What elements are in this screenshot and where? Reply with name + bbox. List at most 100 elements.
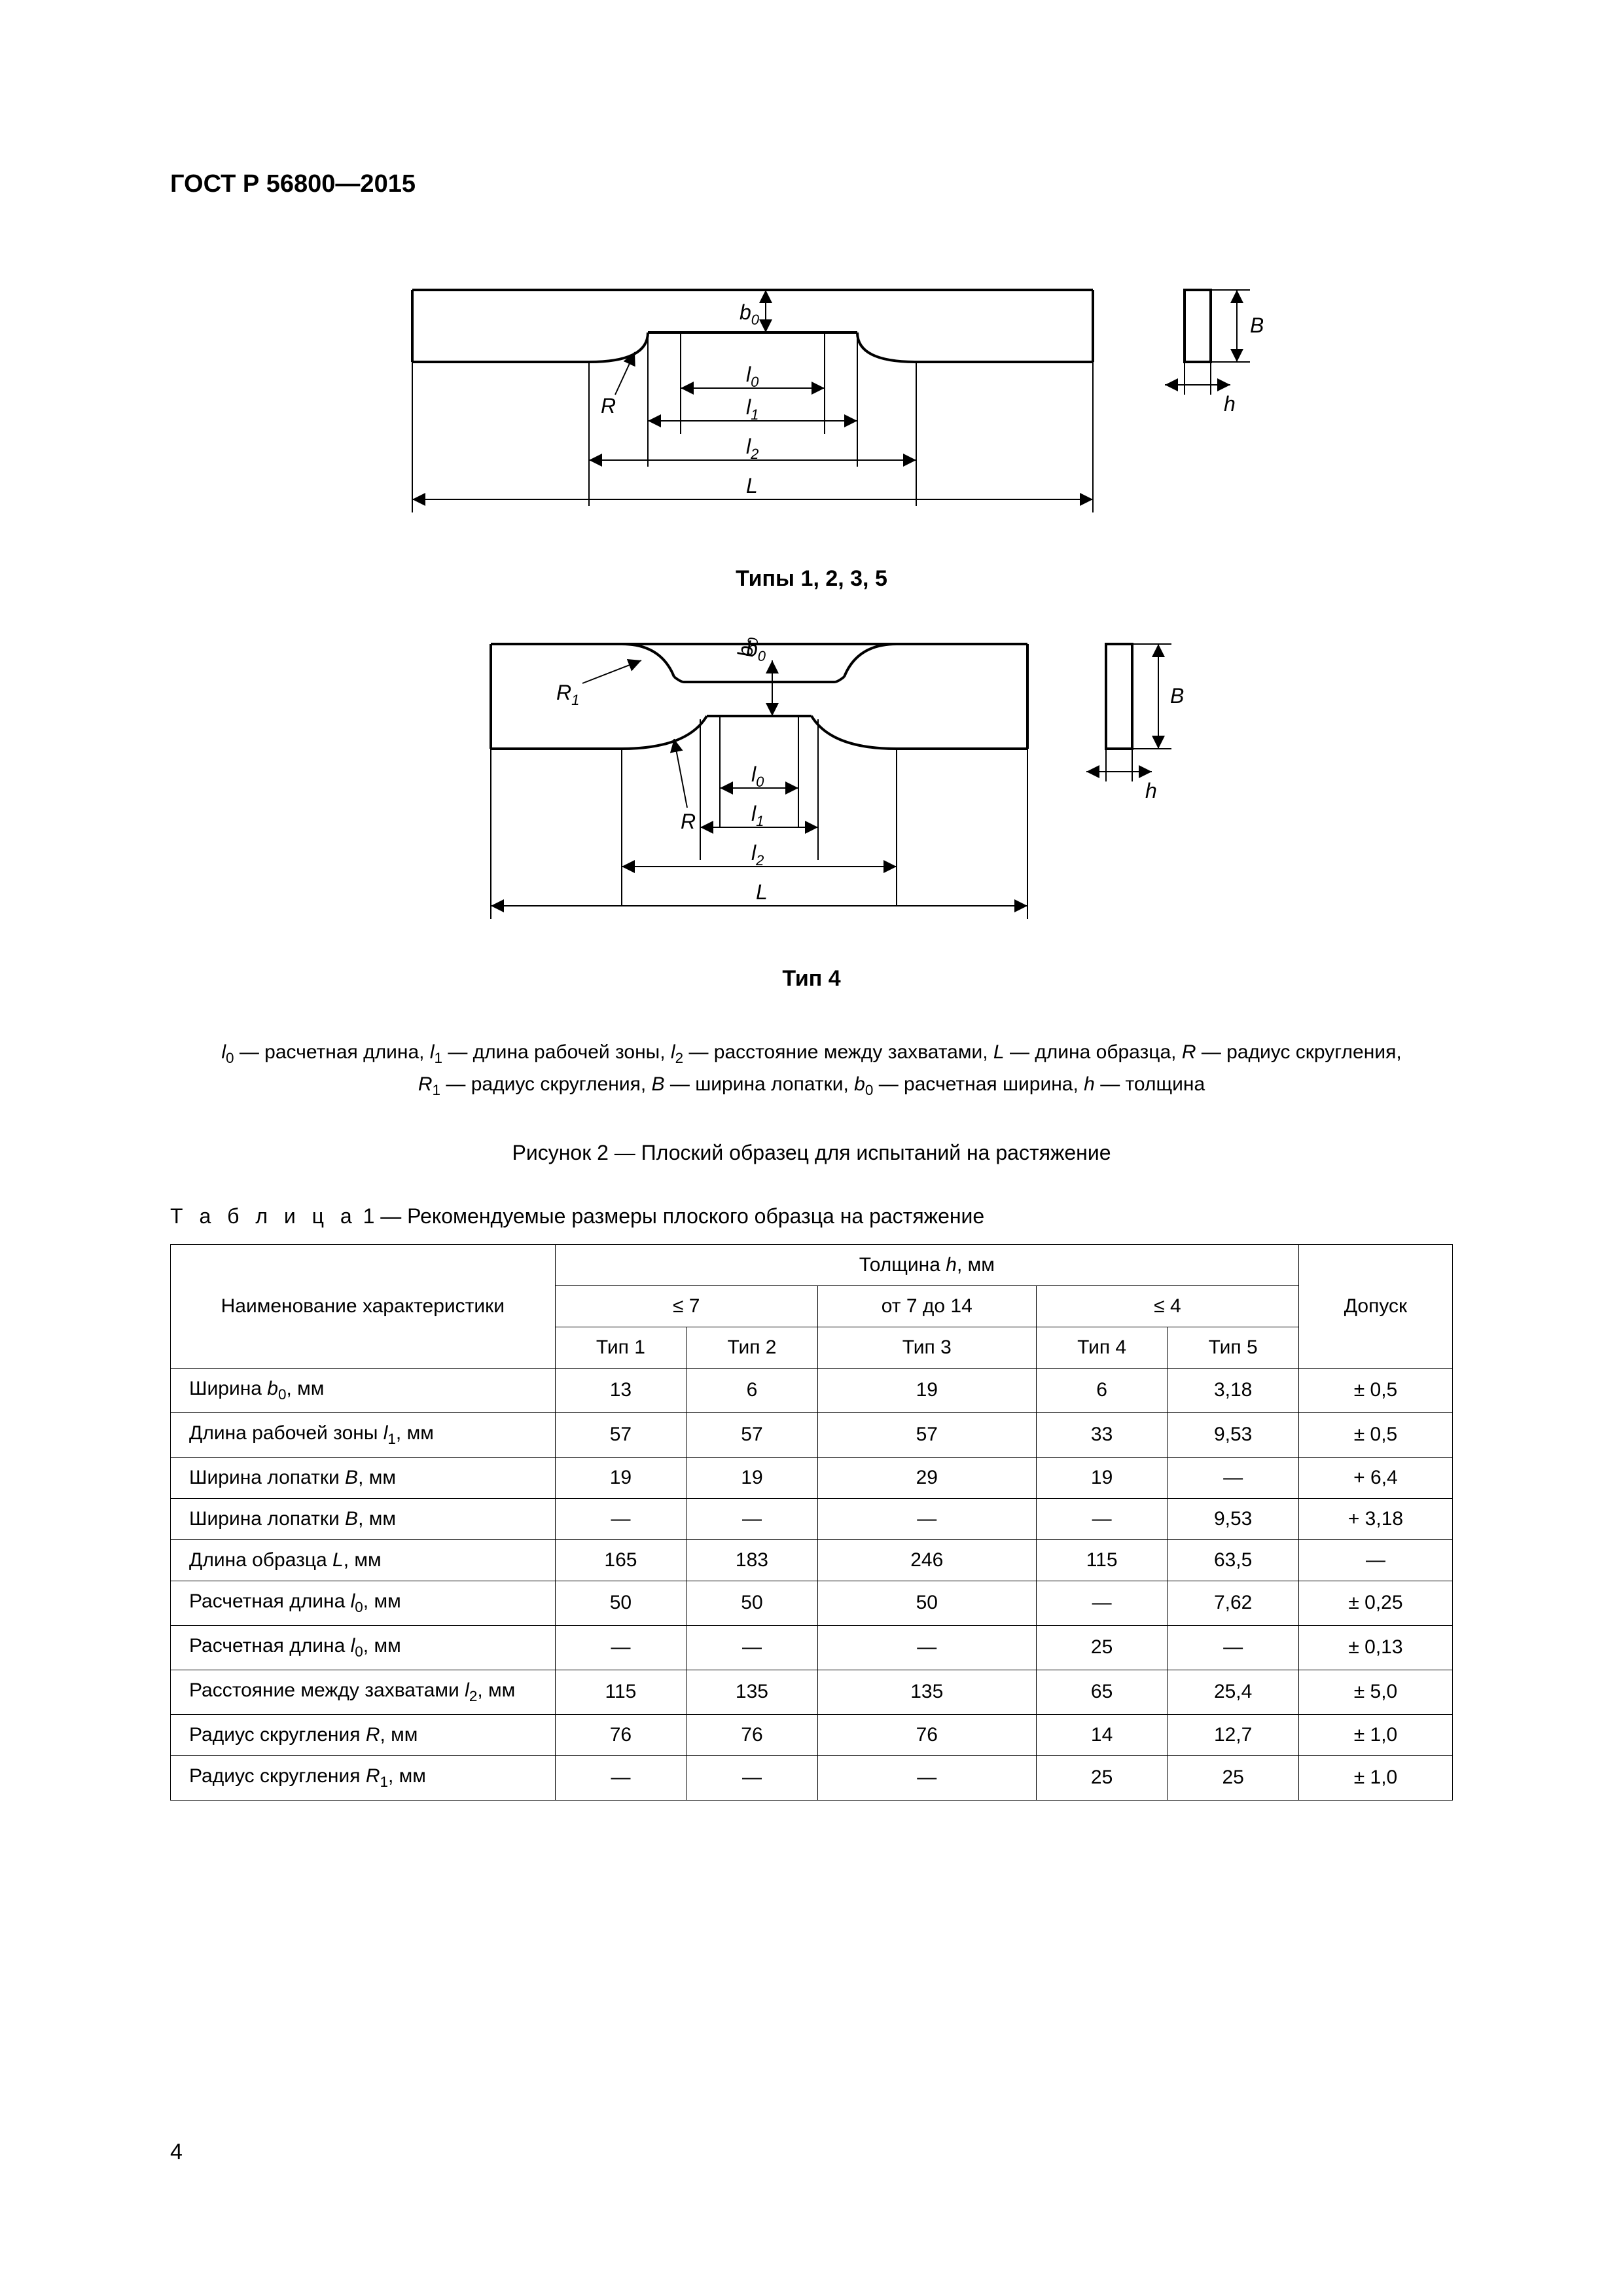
svg-text:l1: l1: [751, 802, 764, 829]
row-value: 135: [817, 1670, 1036, 1714]
row-value: 50: [687, 1581, 818, 1625]
row-value: —: [817, 1498, 1036, 1539]
svg-text:B: B: [1170, 684, 1184, 708]
row-value: 9,53: [1168, 1498, 1299, 1539]
row-value: 115: [1036, 1539, 1168, 1581]
row-tolerance: ± 5,0: [1298, 1670, 1452, 1714]
row-value: 3,18: [1168, 1368, 1299, 1412]
row-name: Ширина лопатки B, мм: [171, 1498, 556, 1539]
table-row: Расчетная длина l0, мм505050—7,62± 0,25: [171, 1581, 1453, 1625]
row-value: —: [1168, 1625, 1299, 1670]
diagram-2-caption: Тип 4: [782, 966, 840, 992]
row-value: 14: [1036, 1714, 1168, 1755]
figure-legend: l0 — расчетная длина, l1 — длина рабочей…: [190, 1037, 1433, 1102]
table-row: Длина образца L, мм16518324611563,5—: [171, 1539, 1453, 1581]
col-le4: ≤ 4: [1036, 1285, 1298, 1327]
row-tolerance: ± 0,25: [1298, 1581, 1452, 1625]
row-name: Радиус скругления R, мм: [171, 1714, 556, 1755]
row-value: 6: [1036, 1368, 1168, 1412]
svg-text:L: L: [756, 880, 768, 904]
svg-text:h: h: [1145, 779, 1157, 802]
row-value: 19: [817, 1368, 1036, 1412]
svg-text:b0: b0: [740, 300, 760, 328]
table-row: Радиус скругления R, мм7676761412,7± 1,0: [171, 1714, 1453, 1755]
svg-text:R: R: [601, 394, 616, 418]
specimen-diagram-1: B h b0 R l0 l1: [360, 264, 1263, 558]
col-tolerance: Допуск: [1298, 1244, 1452, 1368]
svg-text:l1: l1: [746, 395, 758, 423]
svg-text:b0: b0: [746, 637, 766, 664]
col-thickness: Толщина h, мм: [555, 1244, 1298, 1285]
col-type1: Тип 1: [555, 1327, 687, 1368]
row-value: 57: [555, 1412, 687, 1457]
row-value: 25: [1168, 1755, 1299, 1800]
row-tolerance: + 6,4: [1298, 1457, 1452, 1498]
row-value: 13: [555, 1368, 687, 1412]
svg-text:l2: l2: [746, 435, 758, 462]
table-row: Ширина лопатки B, мм————9,53+ 3,18: [171, 1498, 1453, 1539]
col-type4: Тип 4: [1036, 1327, 1168, 1368]
svg-text:L: L: [746, 474, 758, 497]
col-le7: ≤ 7: [555, 1285, 817, 1327]
row-value: 57: [687, 1412, 818, 1457]
svg-text:R: R: [681, 810, 696, 833]
row-value: 33: [1036, 1412, 1168, 1457]
row-name: Длина рабочей зоны l1, мм: [171, 1412, 556, 1457]
col-type3: Тип 3: [817, 1327, 1036, 1368]
row-value: 7,62: [1168, 1581, 1299, 1625]
row-value: 135: [687, 1670, 818, 1714]
table-title: Т а б л и ц а 1 — Рекомендуемые размеры …: [170, 1204, 1453, 1229]
table-row: Ширина b0, мм1361963,18± 0,5: [171, 1368, 1453, 1412]
svg-text:B: B: [1250, 314, 1263, 337]
svg-text:h: h: [1224, 392, 1236, 416]
row-value: 25: [1036, 1755, 1168, 1800]
row-value: 25: [1036, 1625, 1168, 1670]
col-type5: Тип 5: [1168, 1327, 1299, 1368]
row-value: 50: [555, 1581, 687, 1625]
row-value: —: [1036, 1581, 1168, 1625]
diagram-types-1235: B h b0 R l0 l1: [170, 264, 1453, 592]
figure-caption: Рисунок 2 — Плоский образец для испытани…: [170, 1141, 1453, 1165]
svg-text:l2: l2: [751, 841, 764, 869]
row-value: 165: [555, 1539, 687, 1581]
row-tolerance: ± 0,5: [1298, 1368, 1452, 1412]
row-value: 115: [555, 1670, 687, 1714]
row-value: 12,7: [1168, 1714, 1299, 1755]
page: ГОСТ Р 56800—2015: [0, 0, 1623, 2296]
row-value: 57: [817, 1412, 1036, 1457]
row-value: —: [555, 1755, 687, 1800]
table-row: Длина рабочей зоны l1, мм575757339,53± 0…: [171, 1412, 1453, 1457]
row-value: 76: [687, 1714, 818, 1755]
specimen-dimensions-table: Наименование характеристики Толщина h, м…: [170, 1244, 1453, 1801]
col-7-14: от 7 до 14: [817, 1285, 1036, 1327]
svg-text:l0: l0: [746, 363, 759, 390]
row-name: Расстояние между захватами l2, мм: [171, 1670, 556, 1714]
svg-text:R1: R1: [556, 681, 579, 708]
row-value: —: [687, 1498, 818, 1539]
row-value: 25,4: [1168, 1670, 1299, 1714]
table-row: Расстояние между захватами l2, мм1151351…: [171, 1670, 1453, 1714]
table-row: Радиус скругления R1, мм———2525± 1,0: [171, 1755, 1453, 1800]
row-value: —: [555, 1625, 687, 1670]
row-tolerance: ± 0,5: [1298, 1412, 1452, 1457]
row-value: 183: [687, 1539, 818, 1581]
row-value: —: [555, 1498, 687, 1539]
svg-text:l0: l0: [751, 762, 764, 790]
row-value: 246: [817, 1539, 1036, 1581]
row-tolerance: —: [1298, 1539, 1452, 1581]
row-value: —: [817, 1625, 1036, 1670]
row-value: —: [687, 1755, 818, 1800]
row-value: 29: [817, 1457, 1036, 1498]
row-name: Длина образца L, мм: [171, 1539, 556, 1581]
row-name: Расчетная длина l0, мм: [171, 1625, 556, 1670]
row-name: Радиус скругления R1, мм: [171, 1755, 556, 1800]
document-header: ГОСТ Р 56800—2015: [170, 170, 1453, 198]
diagram-1-caption: Типы 1, 2, 3, 5: [736, 566, 887, 592]
row-value: 9,53: [1168, 1412, 1299, 1457]
specimen-diagram-2: B h b0 b0 R1 R l0 l1: [425, 624, 1198, 958]
row-name: Ширина b0, мм: [171, 1368, 556, 1412]
row-value: 19: [555, 1457, 687, 1498]
table-row: Расчетная длина l0, мм———25—± 0,13: [171, 1625, 1453, 1670]
row-name: Расчетная длина l0, мм: [171, 1581, 556, 1625]
row-value: 19: [687, 1457, 818, 1498]
